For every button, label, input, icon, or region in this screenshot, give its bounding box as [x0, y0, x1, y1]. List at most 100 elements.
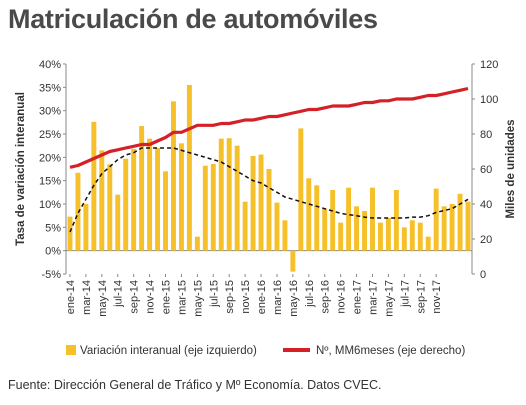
x-tick-label: jul-17 [399, 280, 411, 308]
bar [409, 220, 415, 251]
left-tick-label: 5% [45, 222, 61, 234]
right-tick-label: 100 [480, 94, 498, 106]
left-tick-label: 25% [39, 129, 61, 141]
x-tick-label: nov-16 [336, 280, 348, 314]
bar [234, 145, 240, 251]
bar [131, 148, 137, 251]
x-tick-label: ene-16 [256, 280, 268, 314]
x-tick-label: ene-14 [65, 280, 77, 314]
left-tick-label: 40% [39, 59, 61, 71]
right-axis-title: Miles de unidades [505, 119, 517, 218]
bar [338, 222, 344, 251]
left-tick-label: 35% [39, 82, 61, 94]
bar [75, 172, 81, 251]
bar [67, 216, 73, 251]
chart-title: Matriculación de automóviles [8, 4, 378, 34]
x-tick-label: nov-14 [145, 280, 157, 314]
bar [401, 227, 407, 251]
bar [242, 201, 248, 251]
x-tick-label: nov-15 [240, 280, 252, 314]
x-tick-label: may-17 [383, 280, 395, 317]
bar [139, 126, 145, 251]
bar [178, 143, 184, 251]
x-tick-label: may-14 [97, 280, 109, 317]
bar [330, 190, 336, 251]
bar [298, 128, 304, 251]
bar [266, 169, 272, 251]
bar [441, 206, 447, 251]
right-tick-label: 60 [480, 164, 492, 176]
x-tick-label: sep-15 [224, 280, 236, 314]
x-tick-label: sep-16 [320, 280, 332, 314]
bar [123, 158, 129, 251]
bar [370, 187, 375, 251]
bar [322, 208, 328, 251]
left-tick-label: 0% [45, 246, 61, 258]
bar [346, 187, 352, 251]
x-tick-label: mar-15 [176, 280, 188, 315]
x-tick-label: jul-16 [304, 280, 316, 308]
legend-label-bars: Variación interanual (eje izquierdo) [80, 345, 257, 357]
x-tick-label: may-16 [288, 280, 300, 317]
left-tick-label: 20% [39, 152, 61, 164]
bar [417, 222, 423, 251]
right-tick-label: 0 [480, 269, 486, 281]
bar [433, 188, 439, 251]
right-tick-label: 80 [480, 129, 492, 141]
right-tick-label: 40 [480, 199, 492, 211]
x-tick-label: ene-15 [161, 280, 173, 314]
x-tick-label: mar-14 [81, 280, 93, 315]
bar [362, 211, 367, 251]
legend-swatch-bars [66, 345, 76, 355]
bar [449, 204, 455, 251]
bar [282, 220, 288, 251]
bar [202, 165, 208, 251]
source-note: Fuente: Dirección General de Tráfico y M… [8, 378, 382, 392]
bar [115, 194, 121, 251]
bar [393, 190, 399, 251]
x-tick-label: mar-17 [367, 280, 379, 315]
bar [377, 222, 383, 251]
bar [385, 218, 391, 251]
bar [99, 150, 105, 251]
bar [155, 148, 161, 251]
bar [457, 193, 463, 251]
bar [314, 185, 320, 251]
right-tick-label: 20 [480, 234, 492, 246]
bar [250, 155, 256, 251]
bar [186, 85, 192, 251]
bar [107, 164, 113, 251]
legend-label-line: Nº, MM6meses (eje derecho) [316, 345, 465, 357]
bar [465, 201, 471, 251]
bar [425, 236, 431, 251]
series-line-mm6meses [69, 86, 469, 169]
bar [226, 138, 232, 251]
left-tick-label: 10% [39, 199, 61, 211]
bar [171, 101, 176, 251]
right-tick-label: 120 [480, 59, 498, 71]
bar [210, 163, 216, 251]
bar [258, 154, 264, 251]
trend-line-dashed [69, 147, 469, 233]
x-tick-label: nov-17 [431, 280, 443, 314]
x-tick-label: ene-17 [352, 280, 364, 314]
x-tick-label: may-15 [192, 280, 204, 317]
x-tick-label: jul-14 [113, 280, 125, 308]
left-axis-title: Tasa de variación interanual [15, 92, 27, 246]
bar [290, 250, 296, 272]
x-tick-label: jul-15 [208, 280, 220, 308]
bar [147, 138, 153, 251]
bar [83, 204, 89, 251]
bar [194, 236, 200, 251]
bar [274, 202, 280, 251]
left-tick-label: 30% [39, 106, 61, 118]
bar [306, 178, 312, 251]
bar [218, 138, 224, 251]
x-tick-label: mar-16 [272, 280, 284, 315]
left-tick-label: 15% [39, 176, 61, 188]
left-tick-label: -5% [41, 269, 61, 281]
bar [163, 171, 168, 251]
x-tick-label: sep-17 [415, 280, 427, 314]
x-tick-label: sep-14 [129, 280, 141, 314]
